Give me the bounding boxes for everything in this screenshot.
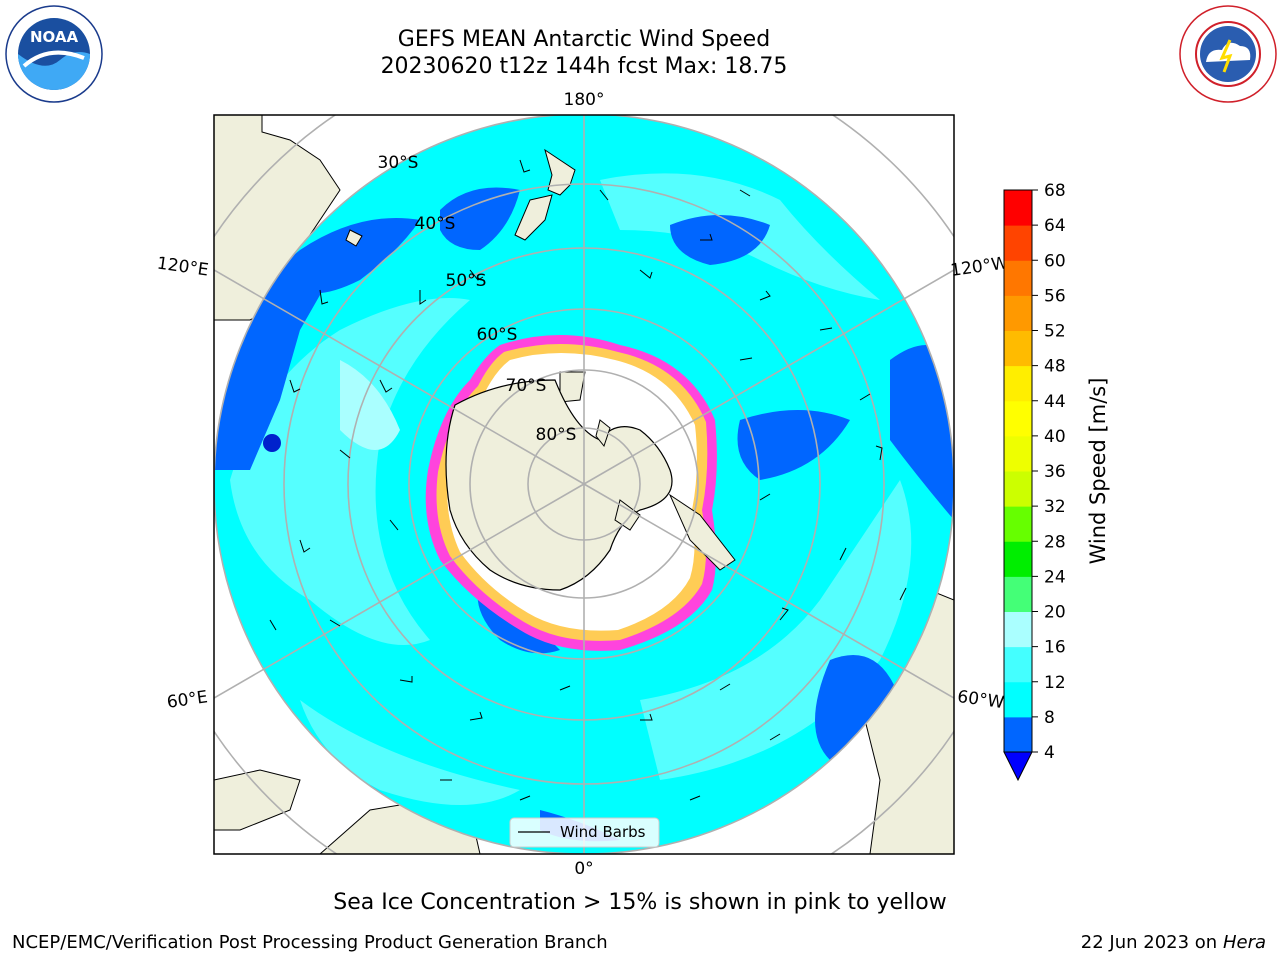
- colorbar-label: Wind Speed [m/s]: [1086, 378, 1110, 565]
- lat-label-40s: 40°S: [415, 214, 456, 234]
- colorbar-extend-low: [1003, 751, 1033, 782]
- wind-barbs-legend: Wind Barbs: [509, 817, 660, 848]
- wind-barbs: [269, 159, 907, 801]
- colorbar-segment: [1004, 681, 1032, 718]
- colorbar-segment: [1004, 471, 1032, 507]
- colorbar-tick-label: 68: [1044, 181, 1066, 201]
- colorbar-segment: [1004, 330, 1032, 367]
- colorbar-tick-label: 16: [1044, 638, 1066, 658]
- lat-label-30s: 30°S: [378, 153, 419, 173]
- colorbar-tick-label: 40: [1044, 427, 1066, 447]
- lat-label-60s: 60°S: [477, 325, 518, 345]
- colorbar-segment: [1004, 576, 1032, 612]
- colorbar-segment: [1004, 400, 1032, 437]
- colorbar-tick-label: 36: [1044, 462, 1066, 482]
- footer-date-text: 22 Jun 2023 on: [1080, 932, 1218, 953]
- legend-label: Wind Barbs: [560, 823, 646, 841]
- colorbar-segment: [1004, 435, 1032, 472]
- map-frame: [213, 114, 955, 855]
- colorbar-tick-label: 44: [1044, 392, 1066, 412]
- chart-subtitle: 20230620 t12z 144h fcst Max: 18.75: [380, 54, 788, 79]
- footer-machine: Hera: [1222, 932, 1266, 953]
- colorbar-tick-label: 48: [1044, 357, 1066, 377]
- footer-credit: NCEP/EMC/Verification Post Processing Pr…: [12, 932, 608, 953]
- colorbar-tick-label: 52: [1044, 322, 1066, 342]
- noaa-logo-icon: NOAA: [5, 5, 103, 103]
- lat-label-80s: 80°S: [536, 425, 577, 445]
- colorbar-segment: [1004, 295, 1032, 331]
- lon-label-120w: 120°W: [949, 253, 1009, 281]
- lon-label-120e: 120°E: [156, 254, 210, 281]
- lon-label-60e: 60°E: [166, 687, 209, 712]
- lat-label-70s: 70°S: [506, 376, 547, 396]
- colorbar-segment: [1004, 716, 1032, 753]
- colorbar-segment: [1004, 611, 1032, 648]
- chart-title: GEFS MEAN Antarctic Wind Speed: [397, 27, 771, 52]
- colorbar-tick-label: 64: [1044, 216, 1066, 236]
- footer-date: 22 Jun 2023 on Hera: [1081, 932, 1266, 953]
- antarctica-land: [445, 379, 673, 591]
- colorbar-tick-label: 60: [1044, 251, 1066, 271]
- colorbar-tick-label: 24: [1044, 567, 1066, 587]
- colorbar-tick-label: 32: [1044, 497, 1066, 517]
- colorbar-tick-label: 20: [1044, 603, 1066, 623]
- colorbar-segment: [1004, 190, 1032, 226]
- lon-label-180: 180°: [564, 90, 605, 110]
- colorbar-tick-label: 12: [1044, 673, 1066, 693]
- colorbar-segment: [1004, 225, 1032, 261]
- lat-label-50s: 50°S: [446, 271, 487, 291]
- lon-label-0: 0°: [574, 859, 593, 879]
- colorbar-segment: [1004, 260, 1032, 296]
- sea-ice-note: Sea Ice Concentration > 15% is shown in …: [333, 890, 947, 915]
- noaa-logo-text: NOAA: [30, 28, 79, 46]
- colorbar-segment: [1004, 646, 1032, 683]
- colorbar-segment: [1004, 365, 1032, 402]
- colorbar-tick-label: 4: [1044, 743, 1055, 763]
- nws-logo-icon: [1179, 5, 1277, 103]
- colorbar-segment: [1004, 506, 1032, 542]
- colorbar-tick-label: 56: [1044, 286, 1066, 306]
- lon-label-60w: 60°W: [956, 687, 1005, 713]
- colorbar-segment: [1004, 541, 1032, 577]
- colorbar-tick-label: 28: [1044, 532, 1066, 552]
- colorbar-tick-label: 8: [1044, 708, 1055, 728]
